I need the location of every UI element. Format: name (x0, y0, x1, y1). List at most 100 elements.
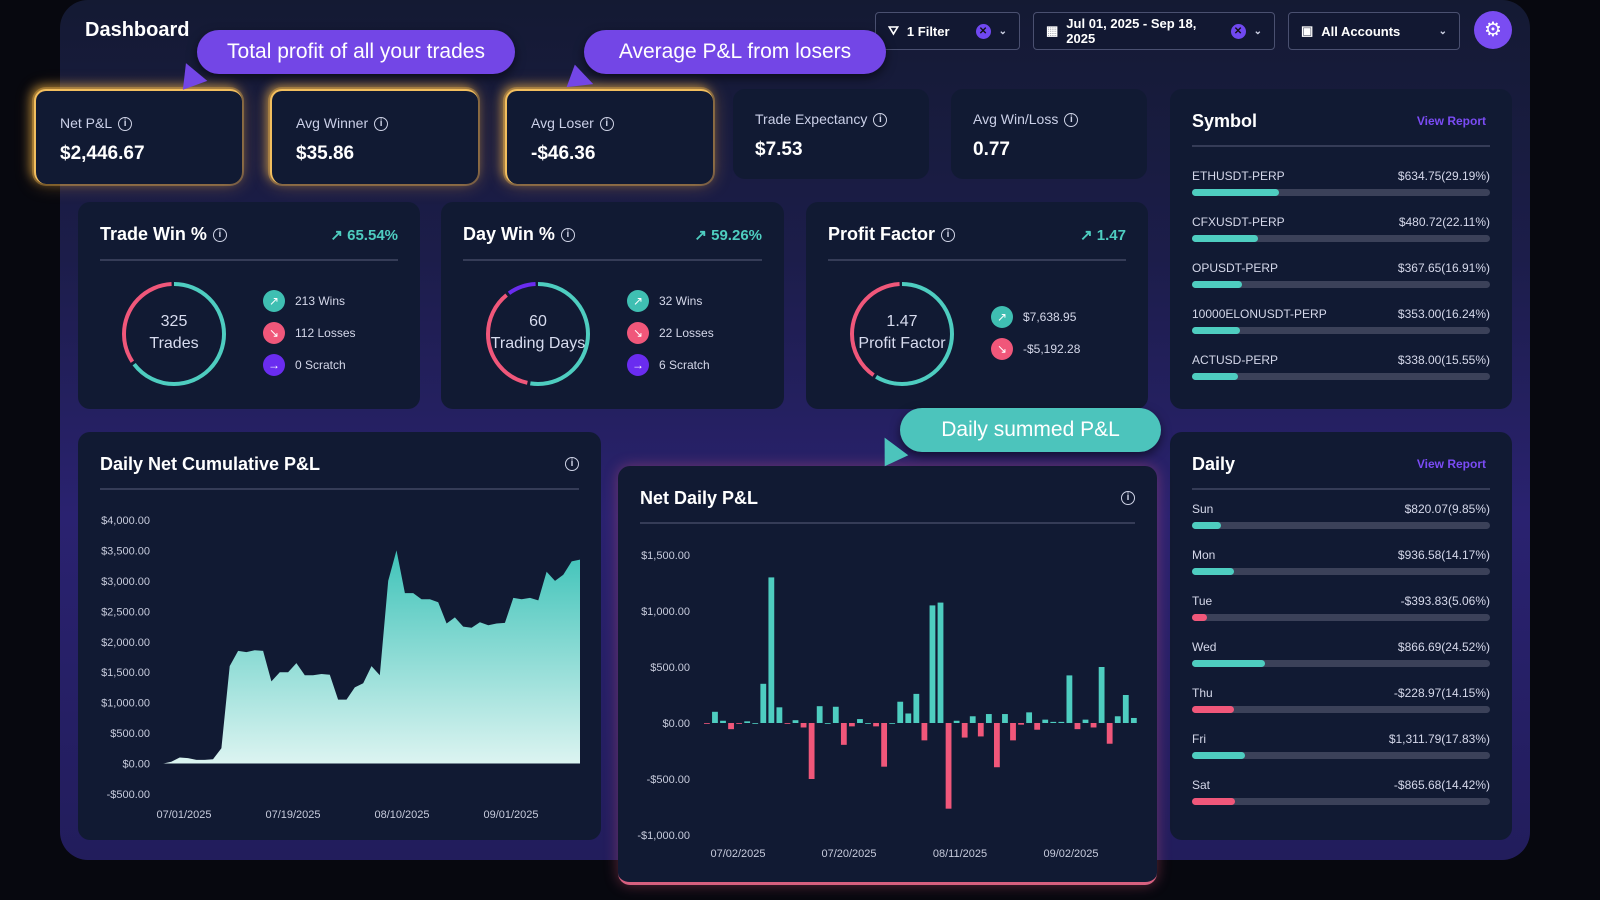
pnl-bar[interactable] (849, 723, 855, 727)
pnl-bar[interactable] (921, 723, 928, 741)
ring-label: Trading Days (490, 335, 586, 352)
progress-track (1192, 798, 1490, 805)
progress-track (1192, 327, 1490, 334)
settings-button[interactable]: ⚙ (1474, 11, 1512, 49)
pnl-bar[interactable] (1130, 717, 1137, 723)
y-tick-label: $1,000.00 (101, 698, 150, 710)
scratch-count: 6 Scratch (659, 358, 710, 372)
clear-date-icon[interactable]: ✕ (1230, 23, 1246, 39)
pnl-bar[interactable] (768, 577, 775, 723)
accounts-dropdown[interactable]: ▣ All Accounts ⌄ (1288, 12, 1460, 50)
date-range-picker[interactable]: ▦ Jul 01, 2025 - Sep 18, 2025 ✕ ⌄ (1033, 12, 1275, 50)
pnl-bar[interactable] (1002, 714, 1008, 723)
y-tick-label: $3,500.00 (101, 545, 150, 557)
kpi-avg-loser: Avg Loser i -$46.36 (505, 89, 713, 184)
pnl-bar[interactable] (937, 602, 944, 723)
pnl-bar[interactable] (1106, 723, 1113, 744)
pnl-bar[interactable] (865, 723, 871, 724)
profit-factor-ring (850, 282, 954, 386)
daily-row: Tue -$393.83(5.06%) (1192, 594, 1490, 621)
pnl-bar[interactable] (784, 723, 791, 724)
pnl-bar[interactable] (728, 723, 734, 730)
pnl-bar[interactable] (1042, 719, 1049, 723)
pnl-bar[interactable] (1050, 721, 1057, 723)
pnl-bar[interactable] (1058, 721, 1065, 723)
pnl-bar[interactable] (961, 723, 968, 738)
pnl-bar[interactable] (1018, 723, 1024, 725)
briefcase-icon: ▣ (1301, 23, 1314, 38)
pnl-bar[interactable] (1090, 723, 1097, 728)
info-icon[interactable]: i (118, 117, 133, 132)
pnl-bar[interactable] (816, 706, 823, 723)
pnl-bar[interactable] (1034, 723, 1041, 730)
pnl-bar[interactable] (881, 723, 888, 767)
pnl-bar[interactable] (1066, 675, 1073, 723)
kpi-label: Avg Loser (531, 115, 594, 131)
kpi-avg-winner: Avg Winner i $35.86 (270, 89, 478, 184)
pnl-bar[interactable] (1074, 723, 1081, 730)
daily-view-report-link[interactable]: View Report (1416, 457, 1486, 471)
symbol-row: ACTUSD-PERP $338.00(15.55%) (1192, 353, 1490, 380)
pnl-bar[interactable] (929, 605, 936, 723)
pnl-bar[interactable] (857, 719, 863, 723)
info-icon[interactable]: i (565, 457, 579, 471)
pnl-bar[interactable] (1026, 712, 1033, 723)
pnl-bar[interactable] (1098, 667, 1105, 723)
pnl-bar[interactable] (977, 723, 984, 737)
trend-up-icon: ↗ (1080, 227, 1093, 244)
pnl-bar[interactable] (776, 707, 783, 723)
info-icon[interactable]: i (599, 117, 614, 132)
kpi-value: $35.86 (296, 143, 355, 165)
info-icon[interactable]: i (941, 228, 956, 243)
filter-dropdown[interactable]: ⛛ 1 Filter ✕ ⌄ (875, 12, 1020, 50)
x-tick-label: 07/01/2025 (156, 809, 211, 821)
info-icon[interactable]: i (212, 228, 227, 243)
pnl-bar[interactable] (1010, 723, 1016, 741)
pnl-bar[interactable] (889, 723, 896, 724)
clear-filter-icon[interactable]: ✕ (975, 23, 991, 39)
pnl-bar[interactable] (969, 716, 976, 723)
pnl-bar[interactable] (736, 723, 743, 724)
pnl-bar[interactable] (1114, 716, 1121, 723)
pnl-bar[interactable] (824, 723, 831, 724)
ring-segment-wins (486, 282, 590, 386)
pnl-bar[interactable] (704, 723, 710, 724)
daily-row: Thu -$228.97(14.15%) (1192, 686, 1490, 713)
row-value: $1,311.79(17.83%) (1388, 732, 1490, 746)
info-icon[interactable]: i (1064, 113, 1079, 128)
info-icon[interactable]: i (560, 228, 575, 243)
pnl-bar[interactable] (913, 693, 920, 723)
pnl-bar[interactable] (752, 723, 759, 724)
pnl-bar[interactable] (994, 723, 1000, 768)
callout-net-pnl: Total profit of all your trades (197, 30, 515, 74)
progress-track (1192, 373, 1490, 380)
pnl-bar[interactable] (897, 701, 904, 723)
pnl-bar[interactable] (800, 723, 807, 728)
pnl-bar[interactable] (1122, 695, 1129, 723)
trade-win-card: Trade Win % i ↗ 65.54% 325 Trades ↗ 213 Win… (78, 202, 420, 409)
info-icon[interactable]: i (1121, 491, 1135, 505)
ring-segment-losses (850, 282, 954, 386)
pnl-bar[interactable] (840, 723, 847, 745)
pnl-bar[interactable] (720, 720, 726, 723)
pnl-bar[interactable] (985, 714, 992, 723)
info-icon[interactable]: i (873, 113, 888, 128)
progress-track (1192, 614, 1490, 621)
kpi-label: Avg Winner (296, 115, 369, 131)
pnl-bar[interactable] (873, 723, 879, 727)
info-icon[interactable]: i (374, 117, 389, 132)
progress-fill (1192, 281, 1243, 288)
pnl-bar[interactable] (832, 706, 839, 723)
pnl-bar[interactable] (953, 720, 960, 723)
pnl-bar[interactable] (905, 713, 912, 723)
pnl-bar[interactable] (1082, 719, 1089, 723)
symbol-view-report-link[interactable]: View Report (1416, 114, 1486, 128)
pnl-bar[interactable] (945, 723, 952, 809)
page-title: Dashboard (85, 19, 190, 41)
pnl-bar[interactable] (792, 720, 799, 723)
pnl-bar[interactable] (744, 721, 751, 723)
pnl-bar[interactable] (712, 711, 718, 723)
pnl-bar[interactable] (808, 723, 815, 779)
pnl-bar[interactable] (760, 683, 767, 723)
symbol-row: OPUSDT-PERP $367.65(16.91%) (1192, 261, 1490, 288)
